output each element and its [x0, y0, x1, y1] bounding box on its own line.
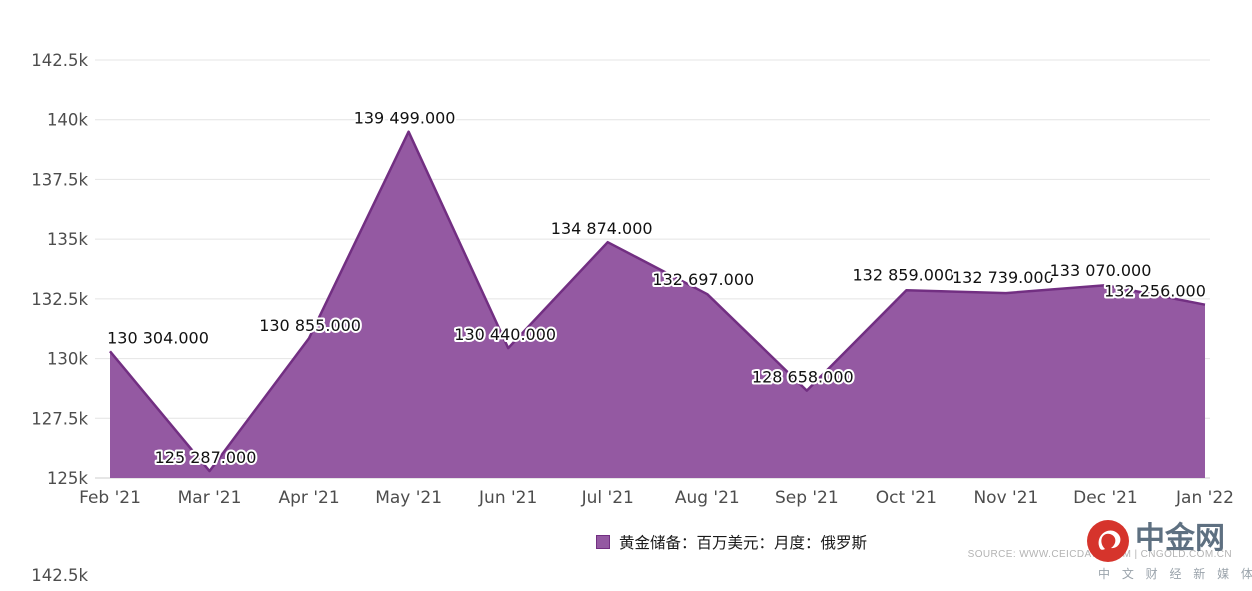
x-tick-label: May '21	[375, 488, 442, 508]
area-line	[109, 130, 1206, 473]
x-axis-labels: Feb '21 Mar '21 Apr '21 May '21 Jun '21 Jul '…	[79, 488, 1234, 508]
y-tick-label: 135k	[47, 230, 88, 249]
y-tick-label: 137.5k	[31, 170, 88, 189]
y-tick-label: 127.5k	[31, 409, 88, 428]
point-label: 130 304.000	[107, 328, 209, 347]
point-label: 132 256.000	[1104, 282, 1206, 301]
legend: 黄金储备：百万美元：月度：俄罗斯	[596, 531, 867, 553]
source-attribution: SOURCE: WWW.CEICDATA.COM | CNGOLD.COM.CN	[967, 549, 1232, 560]
y-tick-label: 125k	[47, 469, 88, 488]
x-tick-label: Nov '21	[973, 488, 1038, 508]
x-tick-label: Sep '21	[775, 488, 839, 508]
y-tick-label: 130k	[47, 350, 88, 369]
x-tick-label: Dec '21	[1073, 488, 1138, 508]
x-tick-label: Jun '21	[478, 488, 537, 508]
point-label: 132 739.000	[952, 268, 1054, 287]
y-axis-labels: 142.5k 140k 137.5k 135k 132.5k 130k 127.5k 125k	[31, 51, 88, 488]
point-label: 139 499.000	[354, 109, 456, 128]
point-label: 130 855.000	[259, 316, 361, 335]
legend-label: 黄金储备：百万美元：月度：俄罗斯	[619, 534, 868, 552]
point-label: 130 440.000	[454, 325, 556, 344]
point-label: 134 874.000	[551, 219, 653, 238]
y-tick-label: 140k	[47, 111, 88, 130]
point-label: 132 697.000	[652, 270, 754, 289]
x-tick-label: Oct '21	[876, 488, 937, 508]
x-tick-label: Jul '21	[581, 488, 634, 508]
x-tick-label: Jan '22	[1175, 488, 1234, 508]
point-label: 132 859.000	[853, 265, 955, 284]
legend-swatch	[596, 535, 610, 549]
area-series	[109, 130, 1206, 478]
y-tick-label: 142.5k	[31, 51, 88, 70]
area-fill	[110, 131, 1205, 478]
point-label: 133 070.000	[1050, 261, 1152, 280]
point-label: 128 658.000	[752, 368, 854, 387]
x-tick-label: Mar '21	[178, 488, 242, 508]
x-tick-label: Aug '21	[675, 488, 740, 508]
x-tick-label: Apr '21	[279, 488, 340, 508]
next-chart-ytick: 142.5k	[31, 566, 88, 585]
y-tick-label: 132.5k	[31, 290, 88, 309]
point-labels: 130 304.000 125 287.000 130 855.000 139 499…	[105, 107, 1208, 469]
x-tick-label: Feb '21	[79, 488, 141, 508]
point-label: 125 287.000	[155, 448, 257, 467]
